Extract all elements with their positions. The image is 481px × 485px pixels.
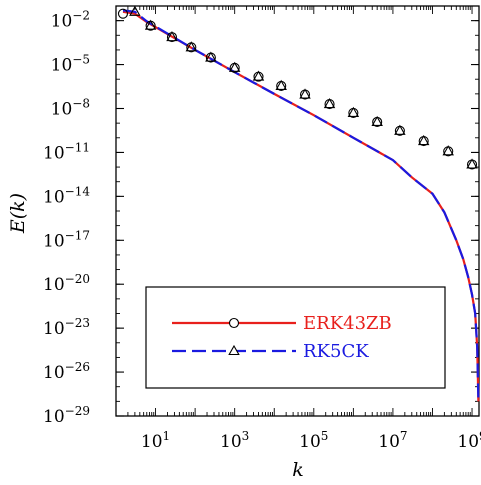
series-marker (228, 61, 241, 72)
legend-marker (228, 344, 240, 356)
x-tick-label: 101 (141, 429, 170, 452)
legend-marker (228, 317, 240, 329)
y-tick-label: 10−29 (43, 404, 90, 427)
series-marker (144, 19, 157, 30)
x-tick-label: 109 (457, 429, 481, 452)
y-tick-label: 10−14 (43, 184, 90, 207)
y-tick-label: 10−26 (43, 360, 90, 383)
y-tick-label: 10−17 (43, 228, 90, 251)
y-tick-label: 10−5 (51, 53, 90, 76)
x-tick-label: 103 (220, 429, 249, 452)
legend-label: ERK43ZB (303, 313, 392, 334)
y-tick-label: 10−20 (43, 272, 90, 295)
series-marker (299, 88, 311, 99)
y-tick-labels: 10−2 10−5 10−8 10−11 10−14 10−17 10−20 10−23 10−… (43, 9, 90, 427)
series-marker (129, 5, 141, 16)
y-tick-label: 10−23 (43, 316, 90, 339)
series-marker (185, 41, 198, 52)
y-axis-title: E(k) (7, 193, 29, 234)
legend-entries: ERK43ZB RK5CK (172, 313, 392, 362)
y-tick-label: 10−2 (51, 9, 90, 32)
series-marker (466, 158, 478, 169)
x-axis-title: k (292, 459, 304, 481)
x-tick-label: 105 (299, 429, 328, 452)
series-marker (394, 124, 406, 135)
series-marker (323, 97, 336, 109)
legend-box (145, 286, 446, 389)
y-tick-label: 10−11 (43, 140, 90, 163)
x-tick-labels: 101 103 105 107 109 (141, 429, 481, 452)
major-ticks (116, 20, 479, 417)
series-marker (166, 30, 178, 42)
series-marker (205, 51, 217, 62)
x-tick-label: 107 (378, 429, 407, 452)
series-marker (417, 134, 430, 146)
legend: ERK43ZB RK5CK (145, 286, 446, 389)
y-tick-label: 10−8 (51, 97, 90, 120)
series-marker (117, 8, 129, 19)
legend-label: RK5CK (303, 341, 369, 362)
series-marker (347, 106, 360, 117)
series-marker (275, 79, 287, 90)
series-layer (117, 5, 480, 402)
series-line (122, 9, 480, 402)
series-marker (442, 145, 454, 156)
series-marker (371, 115, 383, 127)
series-marker (252, 70, 265, 81)
